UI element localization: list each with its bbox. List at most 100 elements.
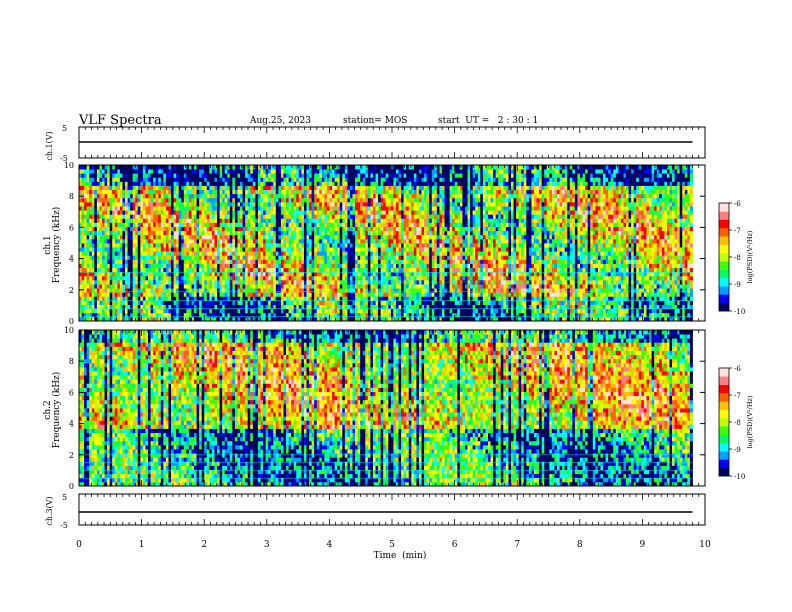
spectrogram-cell (324, 234, 328, 240)
spectrogram-cell (188, 181, 192, 186)
spectrogram-cell (403, 259, 407, 264)
spectrogram-cell (122, 271, 126, 277)
spectrogram-cell (165, 214, 169, 219)
spectrogram-cell (104, 222, 108, 227)
spectrogram-cell (275, 255, 279, 260)
spectrogram-cell (150, 238, 154, 244)
spectrogram-cell (268, 185, 272, 191)
spectrogram-cell (355, 230, 359, 236)
spectrogram-cell (293, 214, 297, 219)
spectrogram-cell (337, 181, 341, 186)
spectrogram-cell (107, 296, 111, 301)
spectrogram-cell (224, 255, 228, 260)
spectrogram-cell (204, 234, 208, 240)
spectrogram-cell (270, 234, 274, 240)
spectrogram-cell (408, 181, 412, 186)
spectrogram-cell (324, 169, 328, 174)
spectrogram-cell (411, 189, 415, 195)
spectrogram-cell (360, 226, 364, 232)
spectrogram-cell (158, 316, 162, 322)
spectrogram-cell (234, 177, 238, 182)
spectrogram-cell (96, 234, 100, 240)
spectrogram-cell (306, 271, 310, 277)
spectrogram-cell (378, 312, 382, 318)
spectrogram-cell (178, 201, 182, 207)
spectrogram-cell (173, 259, 177, 264)
spectrogram-cell (332, 226, 336, 232)
spectrogram-cell (291, 173, 295, 178)
spectrogram-cell (148, 189, 151, 195)
spectrogram-cell (298, 234, 302, 240)
spectrogram-cell (406, 189, 410, 195)
spectrogram-cell (347, 308, 351, 314)
spectrogram-cell (298, 210, 302, 215)
spectrogram-cell (240, 247, 243, 252)
spectrogram-cell (237, 288, 241, 293)
spectrogram-cell (224, 271, 228, 277)
spectrogram-cell (229, 218, 233, 223)
spectrogram-cell (383, 271, 387, 277)
spectrogram-cell (122, 189, 126, 195)
spectrogram-cell (390, 255, 394, 260)
spectrogram-cell (206, 210, 210, 215)
spectrogram-cell (401, 169, 405, 174)
spectrogram-cell (280, 316, 284, 322)
spectrogram-cell (306, 185, 310, 191)
spectrogram-cell (240, 275, 243, 281)
spectrogram-cell (257, 259, 261, 264)
spectrogram-cell (99, 243, 103, 248)
spectrogram-cell (240, 222, 243, 227)
spectrogram-cell (227, 275, 231, 281)
spectrogram-cell (367, 193, 371, 199)
spectrogram-cell (388, 189, 392, 195)
spectrogram-cell (291, 308, 295, 314)
spectrogram-cell (125, 201, 128, 207)
spectrogram-cell (209, 296, 213, 301)
spectrogram-cell (229, 292, 233, 297)
spectrogram-cell (263, 288, 266, 293)
spectrogram-cell (355, 267, 359, 273)
spectrogram-cell (232, 169, 236, 174)
spectrogram-cell (135, 234, 139, 240)
spectrogram-cell (332, 218, 336, 223)
spectrogram-cell (375, 201, 379, 207)
spectrogram-cell (390, 193, 394, 199)
spectrogram-cell (408, 234, 412, 240)
spectrogram-cell (393, 218, 397, 223)
spectrogram-cell (380, 185, 384, 191)
spectrogram-cell (178, 193, 182, 199)
spectrogram-cell (232, 214, 236, 219)
spectrogram-cell (242, 177, 246, 182)
spectrogram-cell (306, 288, 310, 293)
spectrogram-cell (201, 275, 205, 281)
spectrogram-cell (142, 251, 146, 256)
spectrogram-cell (206, 292, 210, 297)
spectrogram-cell (135, 214, 139, 219)
spectrogram-cell (247, 296, 251, 301)
spectrogram-cell (173, 308, 177, 314)
spectrogram-cell (127, 230, 131, 236)
spectrogram-cell (270, 201, 274, 207)
spectrogram-cell (355, 185, 359, 191)
spectrogram-cell (263, 173, 266, 178)
spectrogram-cell (125, 234, 128, 240)
spectrogram-cell (393, 177, 397, 182)
spectrogram-cell (360, 251, 364, 256)
spectrogram-cell (94, 263, 98, 269)
spectrogram-cell (316, 177, 320, 182)
spectrogram-cell (140, 234, 144, 240)
spectrogram-cell (301, 255, 305, 260)
spectrogram-cell (148, 210, 151, 215)
spectrogram-cell (278, 197, 282, 203)
spectrogram-cell (362, 181, 366, 186)
spectrogram-cell (86, 181, 90, 186)
spectrogram-cell (367, 238, 371, 244)
spectrogram-cell (344, 251, 348, 256)
spectrogram-cell (119, 243, 123, 248)
spectrogram-cell (367, 169, 371, 174)
spectrogram-cell (112, 165, 116, 170)
spectrogram-cell (245, 251, 249, 256)
spectrogram-cell (199, 288, 203, 293)
spectrogram-cell (332, 165, 336, 170)
spectrogram-cell (142, 259, 146, 264)
